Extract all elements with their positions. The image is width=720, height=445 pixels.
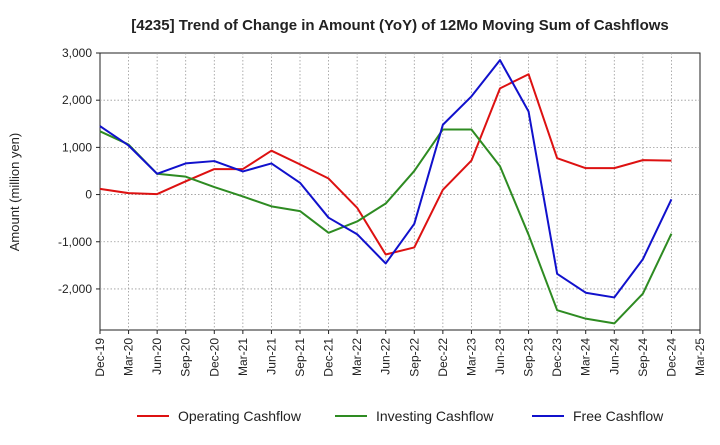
y-tick-label: 3,000 bbox=[62, 46, 92, 60]
x-tick-label: Sep-24 bbox=[636, 338, 650, 377]
y-tick-label: 1,000 bbox=[62, 140, 92, 154]
x-tick-label: Dec-23 bbox=[550, 338, 564, 377]
x-tick-label: Dec-19 bbox=[93, 338, 107, 377]
x-tick-label: Sep-23 bbox=[522, 338, 536, 377]
x-tick-label: Mar-23 bbox=[464, 338, 478, 376]
x-tick-label: Dec-24 bbox=[664, 338, 678, 377]
x-tick-label: Sep-21 bbox=[293, 338, 307, 377]
x-tick-label: Sep-20 bbox=[179, 338, 193, 377]
x-tick-label: Jun-20 bbox=[150, 338, 164, 375]
series-line-free-cashflow bbox=[99, 59, 673, 299]
grid-lines bbox=[100, 53, 700, 330]
legend-label-investing-cashflow: Investing Cashflow bbox=[376, 408, 494, 424]
y-tick-label: -1,000 bbox=[58, 235, 92, 249]
x-tick-label: Jun-23 bbox=[493, 338, 507, 375]
series-line-investing-cashflow bbox=[99, 128, 673, 325]
x-tick-label: Jun-21 bbox=[264, 338, 278, 375]
x-tick-label: Mar-20 bbox=[122, 338, 136, 376]
y-tick-label: -2,000 bbox=[58, 282, 92, 296]
x-tick-label: Mar-25 bbox=[693, 338, 707, 376]
y-tick-label: 0 bbox=[85, 188, 92, 202]
legend-label-operating-cashflow: Operating Cashflow bbox=[178, 408, 302, 424]
legend-label-free-cashflow: Free Cashflow bbox=[573, 408, 664, 424]
series-lines bbox=[99, 59, 673, 325]
x-tick-label: Dec-21 bbox=[322, 338, 336, 377]
x-tick-label: Dec-20 bbox=[207, 338, 221, 377]
x-tick-label: Sep-22 bbox=[407, 338, 421, 377]
chart-title: [4235] Trend of Change in Amount (YoY) o… bbox=[131, 17, 669, 34]
x-tick-label: Mar-22 bbox=[350, 338, 364, 376]
x-tick-label: Mar-24 bbox=[579, 338, 593, 376]
plot-area-frame bbox=[99, 52, 701, 331]
y-axis-label: Amount (million yen) bbox=[7, 133, 22, 252]
x-tick-label: Dec-22 bbox=[436, 338, 450, 377]
series-line-operating-cashflow bbox=[99, 73, 672, 256]
x-tick-label: Jun-22 bbox=[379, 338, 393, 375]
x-tick-label: Jun-24 bbox=[607, 338, 621, 375]
x-tick-label: Mar-21 bbox=[236, 338, 250, 376]
x-axis-ticks: Dec-19 Mar-20 Jun-20 Sep-20 Dec-20 Mar-21 Jun-… bbox=[93, 330, 707, 377]
y-tick-label: 2,000 bbox=[62, 93, 92, 107]
y-axis-ticks: -2,000 -1,000 0 1,000 2,000 3,000 bbox=[58, 46, 100, 296]
legend: Operating Cashflow Investing Cashflow Free… bbox=[137, 408, 664, 424]
